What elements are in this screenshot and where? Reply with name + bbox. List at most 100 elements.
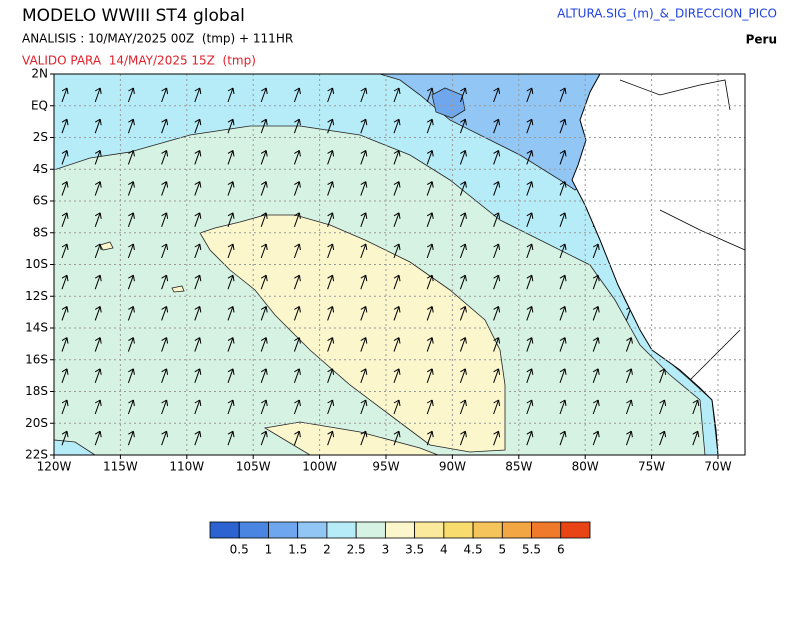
arrow (526, 430, 534, 446)
arrow (659, 430, 667, 446)
arrow (94, 305, 102, 321)
arrow (293, 212, 301, 227)
arrow (127, 337, 135, 352)
colorbar-label: 2 (323, 543, 331, 557)
lon-label: 115W (103, 460, 138, 474)
arrow (327, 243, 335, 259)
arrow (94, 368, 102, 383)
arrow (61, 149, 69, 165)
arrow (293, 243, 301, 259)
arrow (327, 87, 335, 103)
arrow (227, 337, 235, 352)
region-1-1.5m (431, 87, 466, 119)
arrow (61, 181, 69, 196)
arrow (161, 368, 169, 383)
arrow (127, 368, 135, 383)
arrow (194, 430, 202, 446)
lat-label: EQ (31, 98, 48, 112)
arrow (393, 430, 401, 446)
arrow (293, 368, 301, 383)
arrow (393, 87, 401, 103)
arrow (526, 274, 534, 290)
arrow (94, 181, 102, 196)
arrow (227, 430, 235, 446)
arrow (559, 118, 567, 134)
arrow (161, 149, 169, 165)
arrow (127, 181, 135, 196)
arrow (327, 274, 335, 290)
arrow (94, 274, 102, 290)
arrow (293, 337, 301, 352)
arrow (194, 399, 202, 415)
colorbar-box (560, 521, 591, 539)
arrow (426, 274, 434, 290)
arrow (393, 181, 401, 196)
arrow (227, 181, 235, 196)
arrow (526, 368, 534, 383)
lat-label: 20S (25, 416, 48, 430)
title: MODELO WWIII ST4 global (22, 6, 245, 26)
arrow (327, 399, 335, 415)
arrow (493, 337, 501, 352)
colorbar-box (268, 521, 299, 539)
arrow (526, 243, 534, 259)
arrow (127, 149, 135, 165)
colorbar-box (355, 521, 386, 539)
lon-label: 80W (572, 460, 599, 474)
arrow (127, 212, 135, 227)
lat-label: 18S (25, 384, 48, 398)
arrow (625, 337, 633, 352)
colorbar-label: 1.5 (288, 543, 307, 557)
arrow (227, 274, 235, 290)
arrow (327, 368, 335, 383)
arrow (426, 243, 434, 259)
lon-label: 100W (302, 460, 337, 474)
arrow (61, 337, 69, 352)
arrow (493, 87, 501, 103)
arrow (426, 337, 434, 352)
lat-label: 4S (33, 162, 48, 176)
arrow (426, 212, 434, 227)
arrow (360, 337, 368, 352)
arrow (526, 149, 534, 165)
arrow (127, 305, 135, 321)
arrow (692, 430, 700, 446)
arrow (260, 430, 268, 446)
arrow (293, 118, 301, 134)
arrow (526, 212, 534, 227)
arrow (360, 149, 368, 165)
arrow (127, 430, 135, 446)
island-contour (99, 241, 114, 251)
lon-label: 110W (169, 460, 204, 474)
arrow (161, 274, 169, 290)
arrow (194, 212, 202, 227)
arrow (260, 368, 268, 383)
arrow (161, 399, 169, 415)
arrow (61, 212, 69, 227)
arrow (559, 243, 567, 259)
arrow (526, 181, 534, 196)
arrow (459, 149, 467, 165)
lon-label: 70W (704, 460, 731, 474)
arrow (94, 337, 102, 352)
arrow (227, 305, 235, 321)
arrow (360, 118, 368, 134)
arrow (293, 430, 301, 446)
arrow (194, 149, 202, 165)
arrow (327, 212, 335, 227)
arrow (94, 399, 102, 415)
arrow (61, 274, 69, 290)
arrow (625, 430, 633, 446)
arrow (526, 337, 534, 352)
lat-label: 12S (25, 289, 48, 303)
arrow (493, 399, 501, 415)
arrow (526, 87, 534, 103)
arrow (592, 368, 600, 383)
arrow (493, 149, 501, 165)
arrow (260, 305, 268, 321)
analysis-time: ANALISIS : 10/MAY/2025 00Z (tmp) + 111HR (22, 32, 293, 46)
lon-label: 90W (439, 460, 466, 474)
colorbar-label: 2.5 (347, 543, 366, 557)
arrow (592, 305, 600, 321)
colorbar-box (443, 521, 474, 539)
